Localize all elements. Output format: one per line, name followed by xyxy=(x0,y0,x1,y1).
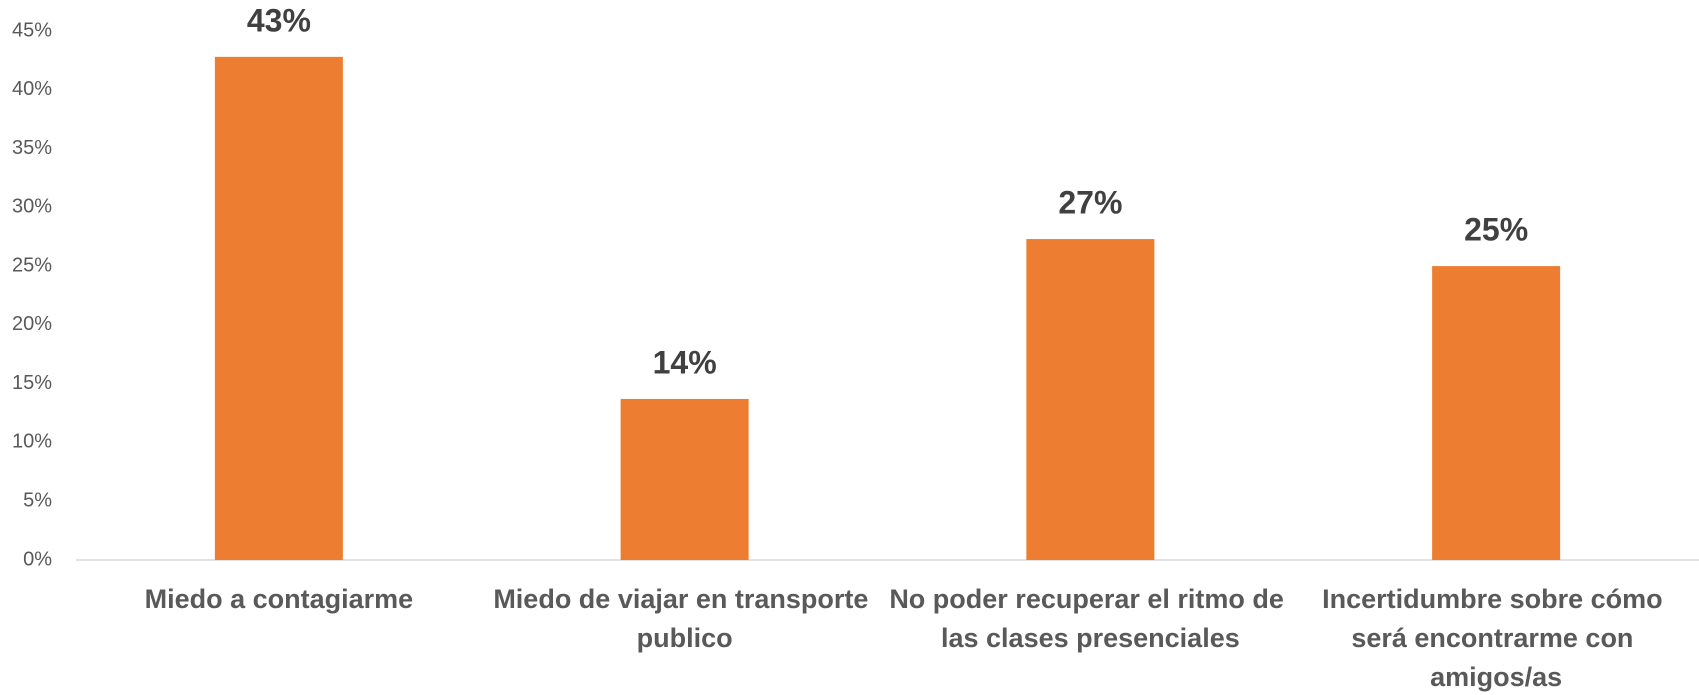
data-label: 25% xyxy=(1464,212,1528,248)
data-label: 27% xyxy=(1058,185,1122,221)
bar xyxy=(1026,239,1155,560)
y-tick-label: 20% xyxy=(12,313,52,335)
x-tick-label: Miedo a contagiarme xyxy=(145,584,414,614)
y-tick-label: 30% xyxy=(12,196,52,218)
y-tick-label: 10% xyxy=(12,431,52,453)
data-label: 43% xyxy=(247,2,311,38)
y-tick-label: 35% xyxy=(12,137,52,159)
y-tick-label: 0% xyxy=(23,548,52,570)
x-tick-label: Miedo de viajar en transporte publico xyxy=(493,584,876,653)
bar xyxy=(620,398,749,560)
x-tick-label: No poder recuperar el ritmo de las clase… xyxy=(889,584,1291,653)
y-tick-label: 5% xyxy=(23,490,52,512)
x-tick-label: Incertidumbre sobre cómo será encontrarm… xyxy=(1322,584,1670,692)
bar xyxy=(1432,266,1561,560)
data-label: 14% xyxy=(653,344,717,380)
y-tick-label: 40% xyxy=(12,78,52,100)
y-tick-label: 45% xyxy=(12,19,52,41)
bar xyxy=(214,56,343,561)
y-tick-label: 25% xyxy=(12,254,52,276)
y-tick-label: 15% xyxy=(12,372,52,394)
